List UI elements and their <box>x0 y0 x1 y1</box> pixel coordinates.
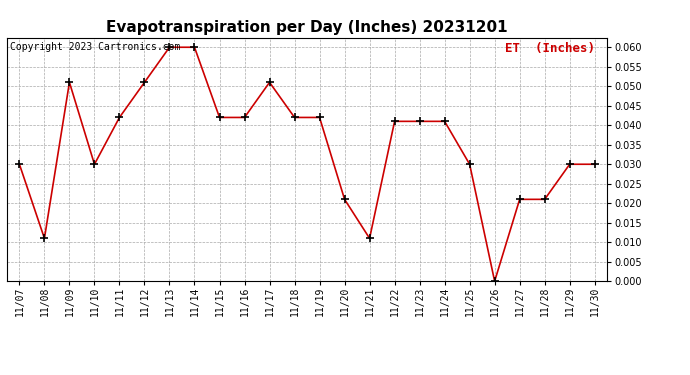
Text: ET  (Inches): ET (Inches) <box>505 42 595 56</box>
Text: Copyright 2023 Cartronics.com: Copyright 2023 Cartronics.com <box>10 42 180 52</box>
Title: Evapotranspiration per Day (Inches) 20231201: Evapotranspiration per Day (Inches) 2023… <box>106 20 508 35</box>
